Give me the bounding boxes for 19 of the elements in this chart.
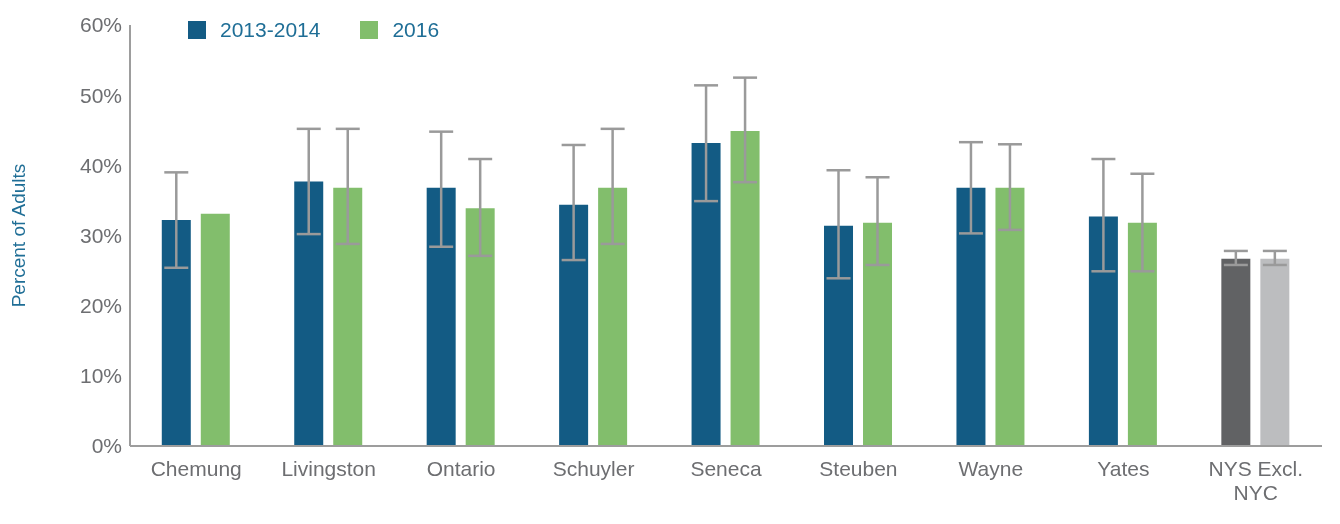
x-tick-label: Steuben [819, 457, 898, 480]
y-tick-label: 0% [91, 434, 122, 458]
y-tick-label: 20% [79, 294, 122, 318]
x-tick-label: Livingston [281, 457, 376, 480]
legend-label: 2013-2014 [220, 18, 321, 42]
y-tick-label: 30% [79, 223, 122, 247]
legend-label: 2016 [392, 18, 440, 42]
x-tick-label: Chemung [150, 457, 242, 480]
y-tick-label: 10% [79, 364, 122, 388]
x-tick-label: Ontario [426, 457, 496, 480]
x-tick-label: Yates [1097, 457, 1150, 480]
y-tick-label: 40% [79, 153, 122, 177]
y-tick-label: 50% [79, 83, 122, 107]
x-tick-label: Wayne [958, 457, 1024, 480]
x-tick-label: Schuyler [552, 457, 635, 480]
y-tick-label: 60% [79, 13, 122, 37]
x-tick-label: NYS Excl. NYC [1208, 457, 1304, 504]
y-axis-title: Percent of Adults [7, 163, 29, 308]
x-tick-label: Seneca [690, 457, 762, 480]
